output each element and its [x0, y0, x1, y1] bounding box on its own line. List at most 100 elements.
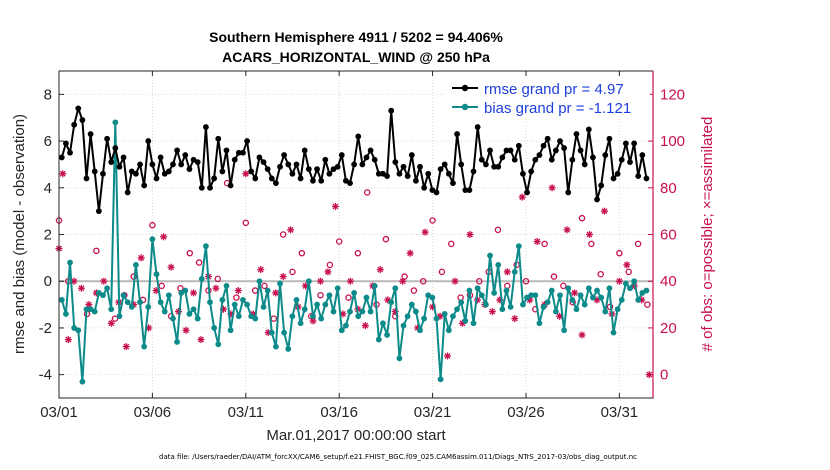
legend-bias-label: bias grand pr = -1.121	[484, 100, 631, 117]
rmse-point	[524, 189, 530, 196]
bias-point	[487, 252, 493, 259]
obs-assimilated-marker	[421, 228, 429, 236]
bias-point	[396, 355, 403, 362]
obs-assimilated-marker	[197, 336, 205, 344]
bias-point	[91, 308, 98, 315]
rmse-point	[145, 138, 152, 144]
rmse-point	[355, 133, 362, 140]
rmse-point	[585, 126, 592, 133]
legend-rmse-label: rmse grand pr = 4.97	[484, 81, 624, 98]
asterisk-stroke	[564, 226, 571, 233]
asterisk-stroke	[287, 226, 294, 233]
rmse-point	[590, 154, 596, 161]
rmse-point	[445, 170, 452, 177]
asterisk-stroke	[623, 261, 630, 268]
obs-possible-marker	[476, 277, 483, 285]
obs-possible-marker	[195, 259, 203, 266]
bias-point	[235, 313, 242, 320]
asterisk-stroke	[586, 231, 593, 238]
y-left-tick-label: 6	[44, 133, 52, 150]
obs-assimilated-marker	[212, 284, 220, 292]
asterisk-stroke	[384, 296, 391, 303]
rmse-point	[507, 147, 514, 154]
obs-assimilated-marker	[563, 226, 571, 234]
obs-possible-marker	[644, 301, 651, 308]
bias-point	[437, 376, 444, 383]
y-left-tick-label: 2	[44, 227, 52, 244]
obs-possible-marker	[494, 226, 502, 234]
obs-assimilated-marker	[451, 277, 459, 285]
rmse-point	[635, 173, 642, 180]
bias-point	[161, 308, 168, 315]
bias-point	[400, 322, 407, 329]
rmse-point	[421, 184, 428, 191]
bias-point	[227, 327, 234, 334]
obs-possible-marker	[261, 282, 268, 290]
bias-point	[643, 287, 650, 294]
obs-assimilated-marker	[100, 277, 108, 285]
bias-point	[108, 306, 115, 313]
rmse-point	[470, 168, 477, 175]
x-tick-label: 03/01	[40, 404, 78, 421]
asterisk-stroke	[579, 331, 585, 338]
bias-point	[330, 308, 337, 315]
rmse-point	[425, 170, 432, 177]
bias-point	[590, 294, 596, 301]
obs-assimilated-marker	[107, 319, 115, 327]
obs-assimilated-marker	[167, 263, 175, 271]
legend-box	[445, 76, 650, 118]
rmse-point	[108, 159, 115, 165]
bias-point	[581, 301, 588, 308]
rmse-point	[478, 156, 485, 163]
rmse-point	[503, 147, 510, 154]
obs-possible-marker	[448, 240, 455, 248]
rmse-point	[305, 166, 312, 173]
rmse-point	[450, 180, 456, 187]
rmse-point	[643, 175, 650, 182]
chart-title-line-2: ACARS_HORIZONTAL_WIND @ 250 hPa	[222, 49, 490, 65]
rmse-point	[104, 135, 110, 142]
rmse-point	[198, 184, 205, 191]
rmse-point	[404, 173, 411, 180]
obs-assimilated-marker	[406, 249, 414, 257]
obs-assimilated-marker	[324, 268, 332, 276]
bias-point	[380, 320, 386, 327]
bias-point	[417, 327, 423, 334]
rmse-point	[347, 180, 353, 187]
asterisk-stroke	[280, 273, 287, 280]
bias-point	[322, 301, 329, 308]
bias-point	[182, 287, 189, 294]
bias-point	[622, 280, 629, 287]
rmse-point	[124, 189, 131, 196]
bias-point	[359, 308, 366, 315]
bias-point	[515, 243, 522, 250]
bias-point	[614, 306, 621, 313]
asterisk-stroke	[601, 208, 608, 215]
rmse-point	[211, 175, 218, 182]
rmse-point	[182, 152, 189, 158]
bias-point	[207, 299, 213, 306]
asterisk-stroke	[549, 184, 556, 191]
bias-point	[128, 304, 135, 310]
rmse-point	[75, 105, 82, 112]
obs-assimilated-marker	[361, 322, 369, 330]
rmse-point	[577, 147, 584, 154]
obs-possible-marker	[354, 249, 362, 257]
bias-point	[404, 313, 411, 320]
obs-possible-marker	[457, 294, 464, 301]
bias-point	[186, 311, 193, 317]
bias-point	[338, 327, 345, 334]
asterisk-stroke	[466, 231, 473, 238]
grid	[58, 71, 653, 398]
bias-point	[137, 299, 143, 306]
bias-point	[305, 278, 312, 285]
y-right-tick-label: 100	[660, 133, 685, 150]
bias-point	[310, 313, 316, 320]
obs-possible-marker	[93, 247, 100, 255]
bias-point	[165, 292, 172, 299]
obs-assimilated-marker	[511, 315, 519, 323]
rmse-point	[569, 156, 576, 163]
rmse-point	[186, 166, 193, 173]
rmse-point	[58, 154, 65, 161]
rmse-point	[293, 161, 300, 168]
